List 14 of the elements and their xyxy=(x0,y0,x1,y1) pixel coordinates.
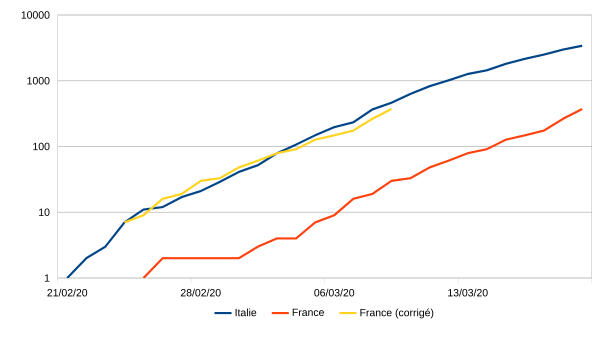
legend-label: France xyxy=(292,308,324,316)
x-tick-label: 13/03/20 xyxy=(448,288,488,296)
y-tick-label: 10 xyxy=(39,208,50,216)
line-series xyxy=(123,108,393,224)
x-tick-label: 28/02/20 xyxy=(180,288,221,296)
x-tick-label: 21/02/20 xyxy=(47,288,88,296)
x-tick-label: 06/03/20 xyxy=(314,288,354,296)
y-tick-label: 10000 xyxy=(22,11,50,19)
legend-label: Italie xyxy=(236,308,256,316)
legend-label: France (corrigé) xyxy=(360,308,434,318)
y-tick-label: 1 xyxy=(44,274,50,282)
line-series xyxy=(66,44,584,278)
y-tick-label: 100 xyxy=(33,142,50,150)
y-tick-label: 1000 xyxy=(27,77,50,84)
